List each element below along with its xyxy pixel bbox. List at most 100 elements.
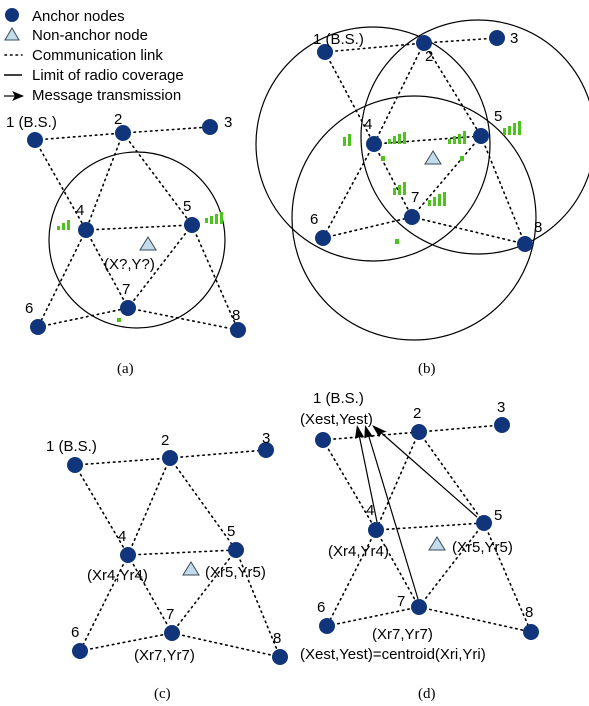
link-c-2-4 <box>127 457 171 556</box>
link-b-7-8 <box>411 216 526 245</box>
legend-coverage-label: Limit of radio coverage <box>32 67 184 84</box>
label-b2: 2 <box>425 48 433 65</box>
signal-bar <box>205 218 208 223</box>
message-arrowhead <box>372 425 387 438</box>
label-d-est: (Xest,Yest) <box>300 411 373 428</box>
link-c-4-6 <box>79 554 129 652</box>
label-b4: 4 <box>364 116 372 133</box>
signal-bar <box>463 131 466 144</box>
link-d-2-3 <box>418 424 503 433</box>
label-a1: 1 (B.S.) <box>6 114 57 131</box>
link-a-5-8 <box>191 224 239 331</box>
signal-bar <box>67 220 70 230</box>
legend-message-label: Message transmission <box>32 87 181 104</box>
message-arrow-5 <box>372 425 478 518</box>
link-b-6-7 <box>322 216 413 239</box>
anchor-node-a4 <box>78 222 94 238</box>
signal-bar <box>388 139 391 144</box>
label-b3: 3 <box>510 30 518 47</box>
link-d-6-7 <box>326 606 420 627</box>
label-c1: 1 (B.S.) <box>46 438 97 455</box>
label-b7: 7 <box>411 189 419 206</box>
label-a5: 5 <box>183 198 191 215</box>
link-c-7-8 <box>171 632 281 658</box>
signal-bar <box>57 226 60 230</box>
signal-bar <box>62 223 65 230</box>
anchor-node-c7 <box>164 625 180 641</box>
anchor-node-c8 <box>272 649 288 665</box>
signal-bar <box>458 134 461 144</box>
label-d8: 8 <box>525 604 533 621</box>
signal-bar-a7 <box>117 318 121 322</box>
link-a-5-7 <box>127 224 193 309</box>
link-c-5-7 <box>171 549 237 634</box>
signal-bar <box>393 136 396 144</box>
label-d4: 4 <box>366 502 374 519</box>
legend: Anchor nodes Non-anchor node Communicati… <box>4 8 184 104</box>
coverage-circle-b5 <box>360 19 589 255</box>
signal-bars-b4-left <box>343 134 351 146</box>
label-a8: 8 <box>232 307 240 324</box>
link-c-1-4 <box>74 464 129 556</box>
link-d-1-4 <box>322 439 377 531</box>
label-a7: 7 <box>122 281 130 298</box>
label-c6: 6 <box>71 624 79 641</box>
signal-bars-b7-left <box>393 182 406 195</box>
link-d-4-7 <box>375 529 420 608</box>
label-d2: 2 <box>413 405 421 422</box>
link-a-4-7 <box>85 229 129 309</box>
label-c5: 5 <box>227 523 235 540</box>
link-a-2-5 <box>122 132 193 226</box>
link-b-4-7 <box>373 143 413 218</box>
coverage-circle-a <box>48 151 226 329</box>
link-b-5-7 <box>411 135 482 218</box>
anchor-node-b6 <box>315 230 331 246</box>
anchor-node-c2 <box>162 450 178 466</box>
link-c-1-2 <box>74 457 171 466</box>
signal-bar <box>513 123 516 135</box>
signal-bars-a4 <box>57 220 70 230</box>
label-d-r7: (Xr7,Yr7) <box>372 626 433 643</box>
signal-bar <box>428 200 431 206</box>
label-c-r5: (Xr5,Yr5) <box>205 564 266 581</box>
label-d-r4: (Xr4,Yr4) <box>328 543 389 560</box>
label-d5: 5 <box>494 507 502 524</box>
signal-bars-b4-right <box>388 132 406 144</box>
link-d-5-8 <box>483 522 532 633</box>
label-c-r7: (Xr7,Yr7) <box>134 647 195 664</box>
non-anchor-node-c <box>182 561 200 576</box>
signal-bar <box>403 182 406 195</box>
non-anchor-node-d <box>428 536 446 551</box>
label-b8: 8 <box>534 219 542 236</box>
link-b-1-4 <box>324 51 375 145</box>
signal-bar <box>393 188 396 195</box>
link-c-4-5 <box>127 549 237 556</box>
signal-bar <box>503 128 506 135</box>
label-a4: 4 <box>76 202 84 219</box>
link-b-2-4 <box>373 42 425 145</box>
anchor-node-c6 <box>72 643 88 659</box>
message-arrow-line <box>358 436 378 523</box>
signal-bar <box>433 197 436 206</box>
label-b5: 5 <box>494 108 502 125</box>
signal-bars-a5 <box>205 212 223 224</box>
signal-bar <box>210 216 213 224</box>
panel-b: 1 (B.S.) 2 3 4 5 6 7 8 (b) <box>255 19 589 377</box>
link-d-4-5 <box>375 522 485 531</box>
anchor-node-b4 <box>366 136 382 152</box>
anchor-node-c3 <box>258 442 274 458</box>
anchor-node-a5 <box>184 217 200 233</box>
anchor-node-c1 <box>67 457 83 473</box>
anchor-node-d7 <box>411 599 427 615</box>
message-arrow-4 <box>354 425 378 523</box>
caption-a: (a) <box>117 361 134 377</box>
anchor-node-a6 <box>30 319 46 335</box>
signal-bar <box>343 137 346 146</box>
link-c-2-5 <box>169 457 237 551</box>
label-a2: 2 <box>114 111 122 128</box>
label-d7: 7 <box>397 593 405 610</box>
signal-bar <box>398 134 401 144</box>
caption-c: (c) <box>154 686 171 702</box>
coverage-circle-b7 <box>291 95 537 341</box>
